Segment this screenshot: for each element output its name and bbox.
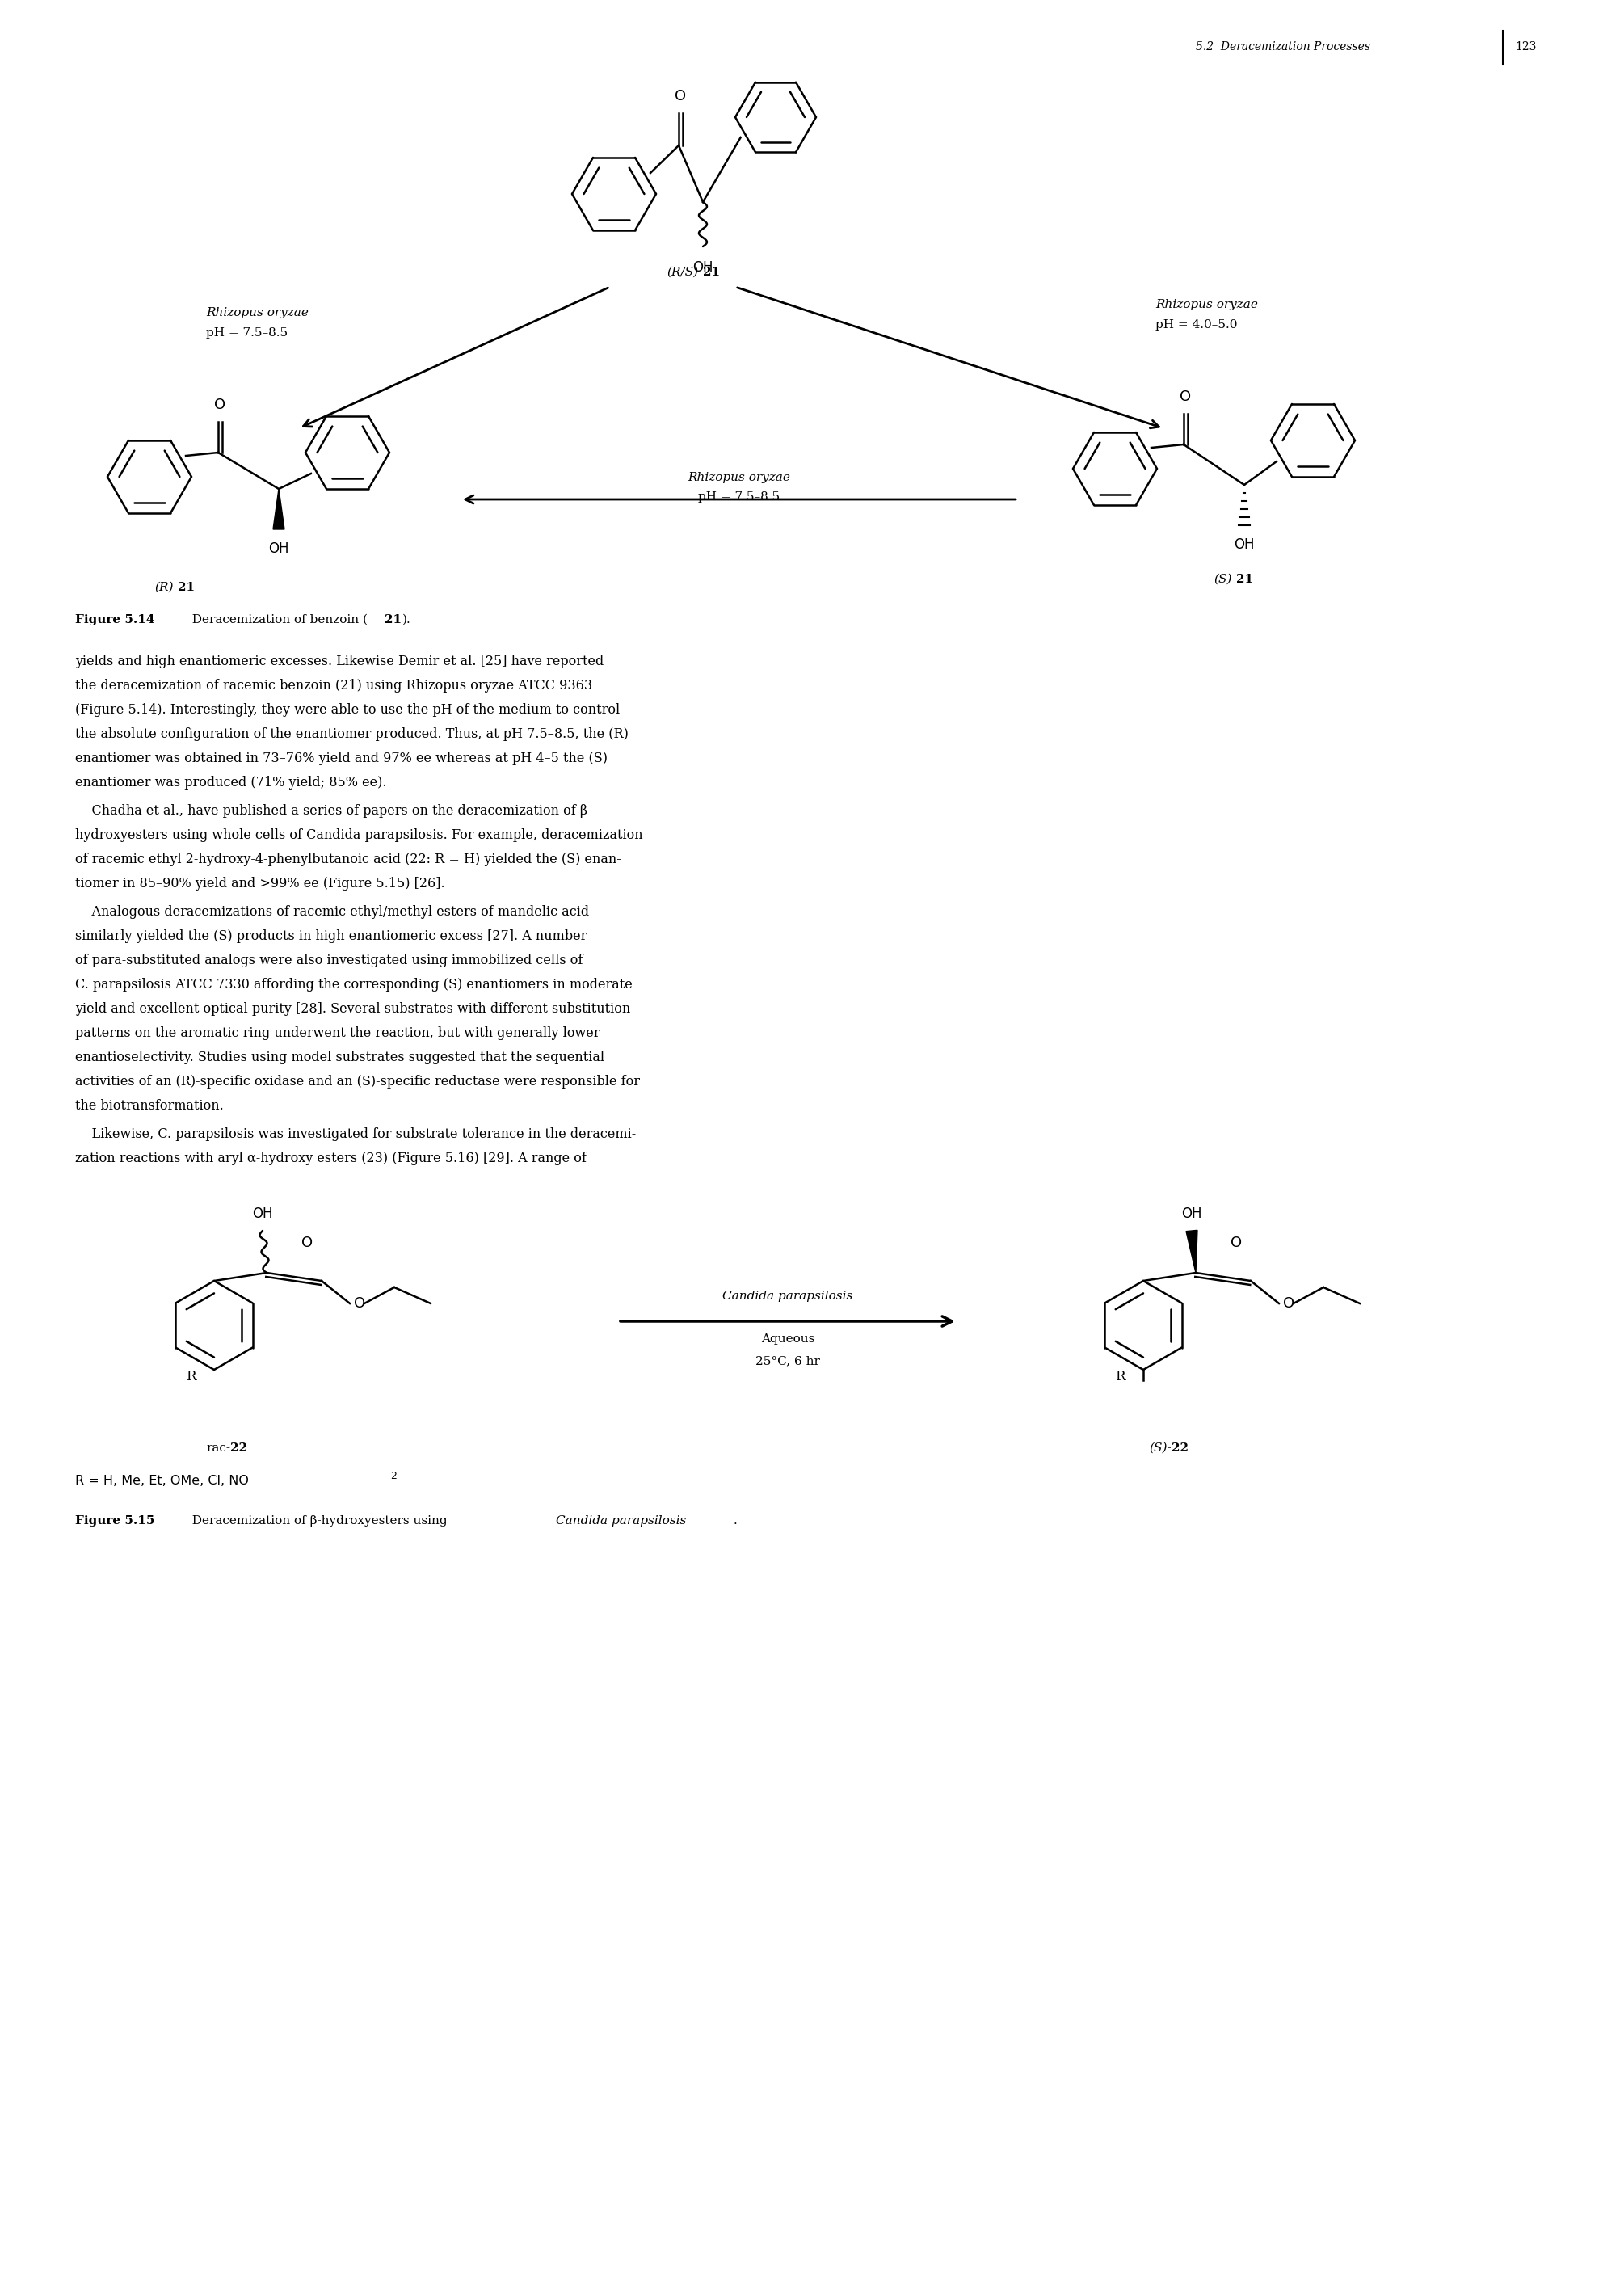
Text: 21: 21 xyxy=(385,614,401,625)
Text: 22: 22 xyxy=(231,1443,247,1455)
Text: enantiomer was obtained in 73–76% yield and 97% ee whereas at pH 4–5 the (S): enantiomer was obtained in 73–76% yield … xyxy=(75,751,607,765)
Text: R: R xyxy=(187,1370,197,1384)
Text: 22: 22 xyxy=(1171,1443,1189,1455)
Text: Figure 5.15: Figure 5.15 xyxy=(75,1514,154,1526)
Text: Aqueous: Aqueous xyxy=(762,1333,815,1345)
Text: C. parapsilosis ATCC 7330 affording the corresponding (S) enantiomers in moderat: C. parapsilosis ATCC 7330 affording the … xyxy=(75,978,632,992)
Text: of para-substituted analogs were also investigated using immobilized cells of: of para-substituted analogs were also in… xyxy=(75,953,583,967)
Text: Figure 5.14: Figure 5.14 xyxy=(75,614,154,625)
Text: Candida parapsilosis: Candida parapsilosis xyxy=(723,1290,853,1301)
Text: Likewise, C. parapsilosis was investigated for substrate tolerance in the derace: Likewise, C. parapsilosis was investigat… xyxy=(75,1127,637,1141)
Text: 123: 123 xyxy=(1515,41,1536,53)
Text: OH: OH xyxy=(252,1207,273,1221)
Text: O: O xyxy=(214,399,226,412)
Text: Rhizopus oryzae: Rhizopus oryzae xyxy=(1155,300,1259,309)
Text: 21: 21 xyxy=(1236,573,1254,584)
Text: enantiomer was produced (71% yield; 85% ee).: enantiomer was produced (71% yield; 85% … xyxy=(75,777,387,790)
Text: of racemic ethyl 2-hydroxy-4-phenylbutanoic acid (22: R = H) yielded the (S) ena: of racemic ethyl 2-hydroxy-4-phenylbutan… xyxy=(75,852,620,866)
Text: O: O xyxy=(1231,1235,1242,1251)
Text: OH: OH xyxy=(268,541,289,557)
Text: O: O xyxy=(1179,389,1190,403)
Text: O: O xyxy=(302,1235,313,1251)
Text: rac-: rac- xyxy=(206,1443,231,1455)
Text: patterns on the aromatic ring underwent the reaction, but with generally lower: patterns on the aromatic ring underwent … xyxy=(75,1026,599,1040)
Text: O: O xyxy=(1283,1297,1294,1310)
Text: OH: OH xyxy=(692,261,713,275)
Text: Deracemization of benzoin (: Deracemization of benzoin ( xyxy=(184,614,367,625)
Polygon shape xyxy=(1186,1230,1197,1274)
Text: OH: OH xyxy=(1181,1207,1202,1221)
Text: hydroxyesters using whole cells of Candida parapsilosis. For example, deracemiza: hydroxyesters using whole cells of Candi… xyxy=(75,829,643,843)
Polygon shape xyxy=(273,488,284,529)
Text: O: O xyxy=(674,89,685,103)
Text: 21: 21 xyxy=(703,266,719,277)
Text: Deracemization of β-hydroxyesters using: Deracemization of β-hydroxyesters using xyxy=(184,1514,451,1526)
Text: O: O xyxy=(354,1297,365,1310)
Text: Rhizopus oryzae: Rhizopus oryzae xyxy=(206,307,309,318)
Text: ).: ). xyxy=(403,614,411,625)
Text: (Figure 5.14). Interestingly, they were able to use the pH of the medium to cont: (Figure 5.14). Interestingly, they were … xyxy=(75,703,620,717)
Text: 21: 21 xyxy=(177,582,195,593)
Text: Analogous deracemizations of racemic ethyl/methyl esters of mandelic acid: Analogous deracemizations of racemic eth… xyxy=(75,905,590,919)
Text: Candida parapsilosis: Candida parapsilosis xyxy=(555,1514,687,1526)
Text: yields and high enantiomeric excesses. Likewise Demir et al. [25] have reported: yields and high enantiomeric excesses. L… xyxy=(75,655,604,669)
Text: (R/S)-: (R/S)- xyxy=(667,266,703,277)
Text: R: R xyxy=(1116,1370,1125,1384)
Text: R = H, Me, Et, OMe, Cl, NO: R = H, Me, Et, OMe, Cl, NO xyxy=(75,1475,248,1487)
Text: enantioselectivity. Studies using model substrates suggested that the sequential: enantioselectivity. Studies using model … xyxy=(75,1052,604,1065)
Text: similarly yielded the (S) products in high enantiomeric excess [27]. A number: similarly yielded the (S) products in hi… xyxy=(75,930,586,944)
Text: pH = 7.5–8.5: pH = 7.5–8.5 xyxy=(698,490,780,502)
Text: 5.2  Deracemization Processes: 5.2 Deracemization Processes xyxy=(1195,41,1371,53)
Text: Chadha et al., have published a series of papers on the deracemization of β-: Chadha et al., have published a series o… xyxy=(75,804,591,818)
Text: the deracemization of racemic benzoin (21) using Rhizopus oryzae ATCC 9363: the deracemization of racemic benzoin (2… xyxy=(75,678,593,692)
Text: the biotransformation.: the biotransformation. xyxy=(75,1100,224,1113)
Text: (R)-: (R)- xyxy=(154,582,177,593)
Text: tiomer in 85–90% yield and >99% ee (Figure 5.15) [26].: tiomer in 85–90% yield and >99% ee (Figu… xyxy=(75,877,445,891)
Text: (S)-: (S)- xyxy=(1213,573,1236,584)
Text: the absolute configuration of the enantiomer produced. Thus, at pH 7.5–8.5, the : the absolute configuration of the enanti… xyxy=(75,726,628,740)
Text: pH = 7.5–8.5: pH = 7.5–8.5 xyxy=(206,328,287,339)
Text: zation reactions with aryl α-hydroxy esters (23) (Figure 5.16) [29]. A range of: zation reactions with aryl α-hydroxy est… xyxy=(75,1152,586,1166)
Text: OH: OH xyxy=(1234,538,1255,552)
Text: Rhizopus oryzae: Rhizopus oryzae xyxy=(689,472,791,483)
Text: 2: 2 xyxy=(390,1471,396,1482)
Text: .: . xyxy=(734,1514,737,1526)
Text: yield and excellent optical purity [28]. Several substrates with different subst: yield and excellent optical purity [28].… xyxy=(75,1001,630,1015)
Text: activities of an (R)-specific oxidase and an (S)-specific reductase were respons: activities of an (R)-specific oxidase an… xyxy=(75,1074,640,1088)
Text: (S)-: (S)- xyxy=(1150,1443,1171,1455)
Text: pH = 4.0–5.0: pH = 4.0–5.0 xyxy=(1155,318,1237,330)
Text: 25°C, 6 hr: 25°C, 6 hr xyxy=(755,1356,820,1365)
